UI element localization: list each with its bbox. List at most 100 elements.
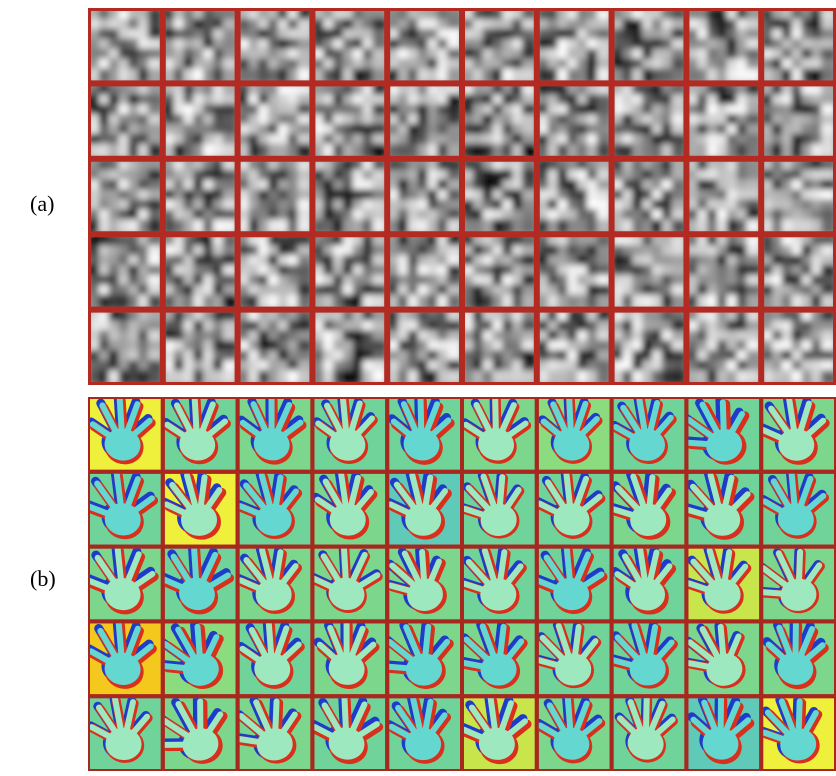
hand [538,698,606,764]
patch-pixel [240,11,253,23]
patch-pixel [323,370,338,383]
patch-pixel [521,179,534,194]
patch-pixel [671,245,684,260]
hand-finger [717,623,728,673]
hand-finger [495,549,508,598]
patch-pixel [746,284,759,299]
patch-pixel [746,360,759,375]
patch-pixel [764,264,777,279]
patch-pixel [632,370,647,383]
patch-pixel [465,189,477,204]
hand-finger [464,636,502,673]
patch-pixel [781,294,796,307]
patch-pixel [118,219,133,232]
patch-pixel [821,360,834,375]
patch-pixel [287,143,302,156]
hand [688,623,746,689]
filter-patch [315,237,385,307]
patch-pixel [258,294,273,307]
hand-finger [94,480,126,523]
filter-patch [91,312,160,383]
patch-pixel [746,104,759,119]
patch-pixel [333,219,347,232]
patch-pixel [362,143,377,156]
patch-pixel [323,312,338,325]
patch-pixel [492,237,507,250]
hand-finger [719,491,751,523]
hand-finger [197,634,220,673]
patch-pixel [547,143,562,156]
patch-pixel [521,143,534,156]
patch-pixel [596,294,609,307]
patch-pixel [622,370,637,383]
patch-pixel [108,68,123,81]
patch-pixel [390,330,403,345]
patch-pixel [465,219,477,232]
hand-finger [344,415,375,448]
patch-texture [240,312,310,383]
hand-finger [164,641,204,673]
hand-finger [97,627,126,672]
patch-pixel [689,86,702,99]
patch-pixel [98,237,113,250]
patch-pixel [240,169,253,184]
patch-pixel [222,179,235,194]
patch-pixel [447,143,460,156]
patch-pixel [222,360,235,375]
patch-pixel [539,350,552,365]
patch-pixel [671,28,684,43]
patch-pixel [98,68,113,81]
patch-pixel [108,161,123,174]
patch-pixel [277,219,292,232]
patch-pixel [427,86,442,99]
filter-patch [764,11,834,81]
patch-pixel [222,189,235,204]
hand-finger [568,475,590,523]
patch-pixel [277,68,292,81]
patch-pixel [726,294,741,307]
patch-pixel [539,86,552,99]
patch-pixel [557,219,572,232]
patch-pixel [390,219,403,232]
patch-pixel [91,179,103,194]
hand-finger [270,488,299,523]
patch-pixel [521,94,534,109]
patch-pixel [407,294,422,307]
patch-pixel [372,320,385,335]
patch-pixel [147,86,160,99]
patch-pixel [258,370,273,383]
patch-pixel [372,340,385,355]
patch-pixel [297,340,310,355]
hand-finger [538,577,575,598]
patch-pixel [492,370,507,383]
patch-pixel [248,161,263,174]
patch-pixel [716,11,731,23]
hand-finger [719,399,728,449]
patch-pixel [689,18,702,33]
patch-texture [390,161,460,232]
patch-pixel [372,189,385,204]
hand [314,623,380,689]
patch-pixel [821,161,834,174]
patch-pixel [372,255,385,269]
hand [688,548,752,614]
hand-finger [788,473,799,523]
patch-pixel [118,237,133,250]
patch-pixel [390,169,403,184]
patch-pixel [465,330,477,345]
patch-pixel [539,48,552,63]
patch-pixel [447,94,460,109]
patch-pixel [596,199,609,214]
patch-pixel [203,294,217,307]
patch-pixel [492,219,507,232]
patch-pixel [764,320,777,335]
patch-pixel [240,330,253,345]
patch-pixel [447,294,460,307]
patch-pixel [165,133,178,148]
patch-pixel [287,237,302,250]
patch-pixel [764,189,777,204]
filter-patch [165,11,235,81]
patch-pixel [268,294,282,307]
patch-pixel [557,86,572,99]
